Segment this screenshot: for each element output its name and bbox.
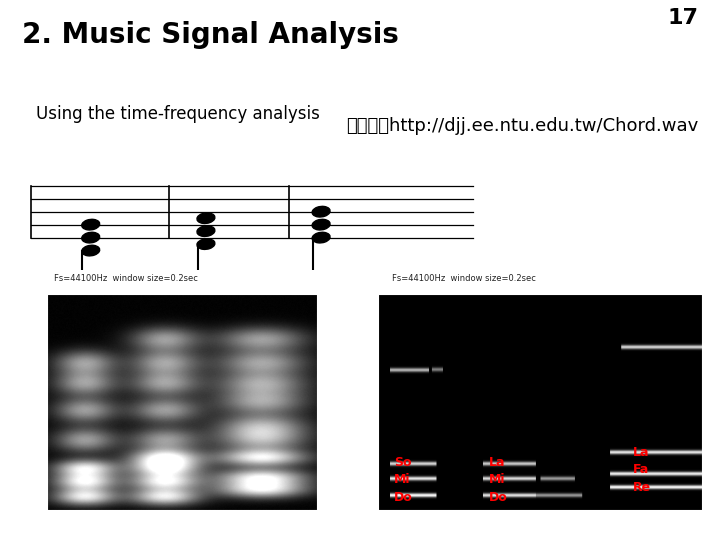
Text: So: So (395, 456, 412, 469)
Text: Fs=44100Hz  window size=0.2sec: Fs=44100Hz window size=0.2sec (392, 274, 536, 282)
Text: Fs=44100Hz  window size=0.2sec: Fs=44100Hz window size=0.2sec (54, 274, 198, 282)
Text: La: La (633, 446, 649, 459)
Y-axis label: frequency Hz: frequency Hz (8, 365, 18, 440)
Ellipse shape (312, 232, 330, 243)
Text: Mi: Mi (489, 472, 505, 485)
Ellipse shape (197, 213, 215, 224)
Ellipse shape (312, 206, 330, 217)
Ellipse shape (82, 245, 99, 256)
Ellipse shape (197, 239, 215, 249)
Y-axis label: frequency Hz: frequency Hz (339, 365, 349, 440)
X-axis label: time (sec): time (sec) (512, 531, 568, 540)
X-axis label: time (sec): time (sec) (153, 531, 210, 540)
Text: 2. Music Signal Analysis: 2. Music Signal Analysis (22, 22, 398, 49)
Text: Re: Re (633, 481, 651, 494)
Text: Do: Do (395, 491, 413, 504)
Text: Using the time-frequency analysis: Using the time-frequency analysis (36, 105, 320, 123)
Text: Mi: Mi (395, 472, 410, 485)
Text: La: La (489, 456, 505, 469)
Ellipse shape (312, 219, 330, 230)
Text: 聲音檔：http://djj.ee.ntu.edu.tw/Chord.wav: 聲音檔：http://djj.ee.ntu.edu.tw/Chord.wav (346, 117, 698, 135)
Text: 17: 17 (667, 8, 698, 28)
Text: Do: Do (489, 491, 508, 504)
Ellipse shape (197, 226, 215, 237)
Ellipse shape (82, 219, 99, 230)
Text: Fa: Fa (633, 463, 649, 476)
Ellipse shape (82, 232, 99, 243)
